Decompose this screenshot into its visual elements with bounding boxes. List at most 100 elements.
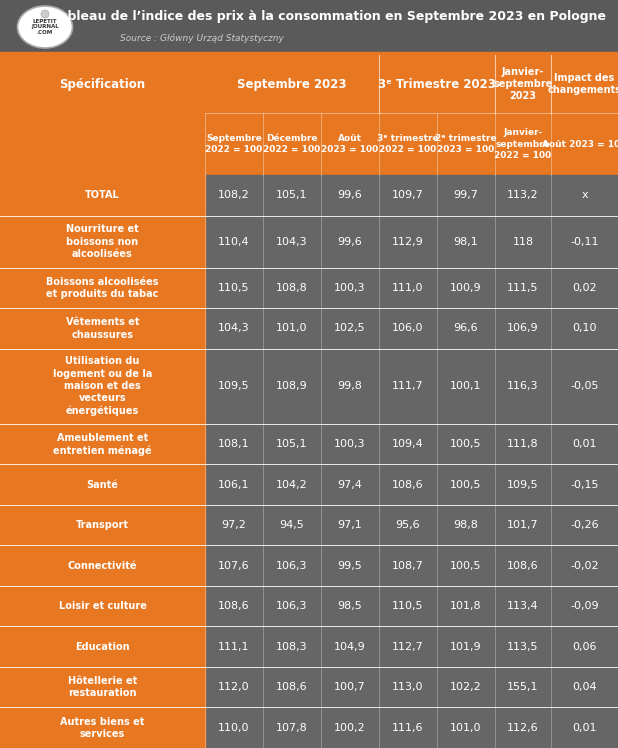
Text: 106,1: 106,1 xyxy=(218,479,250,490)
Text: 108,7: 108,7 xyxy=(392,561,424,571)
Text: 96,6: 96,6 xyxy=(454,323,478,334)
Bar xyxy=(205,349,618,424)
Text: 113,0: 113,0 xyxy=(392,682,424,692)
Text: 104,2: 104,2 xyxy=(276,479,308,490)
Text: 100,2: 100,2 xyxy=(334,723,366,733)
Text: Août
2023 = 100: Août 2023 = 100 xyxy=(321,134,379,154)
Text: 111,8: 111,8 xyxy=(507,439,539,449)
Text: 0,01: 0,01 xyxy=(572,723,597,733)
Text: Autres biens et
services: Autres biens et services xyxy=(61,717,145,739)
Text: -0,11: -0,11 xyxy=(570,236,599,247)
Text: x: x xyxy=(581,190,588,200)
Text: 109,5: 109,5 xyxy=(507,479,539,490)
Text: 101,7: 101,7 xyxy=(507,520,539,530)
Ellipse shape xyxy=(17,6,72,48)
Text: 100,3: 100,3 xyxy=(334,283,366,293)
Text: Décembre
2022 = 100: Décembre 2022 = 100 xyxy=(263,134,321,154)
Text: Janvier-
septembre
2023: Janvier- septembre 2023 xyxy=(493,67,552,102)
Text: Santé: Santé xyxy=(87,479,119,490)
Text: 107,8: 107,8 xyxy=(276,723,308,733)
Text: 106,3: 106,3 xyxy=(276,561,308,571)
Bar xyxy=(0,708,205,748)
Text: 104,3: 104,3 xyxy=(276,236,308,247)
Text: TOTAL: TOTAL xyxy=(85,190,120,200)
Text: 105,1: 105,1 xyxy=(276,190,308,200)
Text: 0,10: 0,10 xyxy=(572,323,597,334)
Text: -0,05: -0,05 xyxy=(570,381,599,391)
Text: 111,7: 111,7 xyxy=(392,381,424,391)
Text: Transport: Transport xyxy=(76,520,129,530)
Text: 155,1: 155,1 xyxy=(507,682,539,692)
Text: 3ᵉ trimestre
2022 = 100: 3ᵉ trimestre 2022 = 100 xyxy=(377,134,439,154)
Text: 0,06: 0,06 xyxy=(572,642,597,652)
Text: Utilisation du
logement ou de la
maison et des
vecteurs
énergétiques: Utilisation du logement ou de la maison … xyxy=(53,356,152,417)
Text: 99,6: 99,6 xyxy=(337,236,362,247)
Text: 98,5: 98,5 xyxy=(337,601,362,611)
Text: Ameublement et
entretien ménagé: Ameublement et entretien ménagé xyxy=(53,432,152,456)
Text: Connectivité: Connectivité xyxy=(68,561,137,571)
Text: 95,6: 95,6 xyxy=(396,520,420,530)
Bar xyxy=(205,268,618,308)
Text: 108,6: 108,6 xyxy=(507,561,539,571)
Text: 97,1: 97,1 xyxy=(337,520,362,530)
Bar xyxy=(0,667,205,708)
Text: 110,5: 110,5 xyxy=(392,601,424,611)
Bar xyxy=(205,215,618,268)
Text: Janvier-
septembre
2022 = 100: Janvier- septembre 2022 = 100 xyxy=(494,129,552,159)
Text: 108,2: 108,2 xyxy=(218,190,250,200)
Bar xyxy=(205,175,618,215)
Text: Nourriture et
boissons non
alcoolisées: Nourriture et boissons non alcoolisées xyxy=(66,224,139,259)
Bar xyxy=(0,349,205,424)
Text: 106,0: 106,0 xyxy=(392,323,424,334)
Text: Education: Education xyxy=(75,642,130,652)
Bar xyxy=(0,215,205,268)
Bar xyxy=(205,627,618,667)
Text: 110,4: 110,4 xyxy=(218,236,250,247)
Bar xyxy=(0,308,205,349)
Text: -0,15: -0,15 xyxy=(570,479,599,490)
Text: 106,9: 106,9 xyxy=(507,323,539,334)
Text: 112,7: 112,7 xyxy=(392,642,424,652)
Text: 108,8: 108,8 xyxy=(276,283,308,293)
Bar xyxy=(0,175,205,215)
Text: 101,0: 101,0 xyxy=(276,323,308,334)
Text: Septembre
2022 = 100: Septembre 2022 = 100 xyxy=(205,134,263,154)
Text: 100,5: 100,5 xyxy=(451,479,482,490)
Bar xyxy=(0,55,618,113)
Text: 99,6: 99,6 xyxy=(337,190,362,200)
Bar xyxy=(0,0,618,55)
Text: 102,5: 102,5 xyxy=(334,323,366,334)
Text: 113,4: 113,4 xyxy=(507,601,539,611)
Text: 0,01: 0,01 xyxy=(572,439,597,449)
Text: Source : Główny Urząd Statystyczny: Source : Główny Urząd Statystyczny xyxy=(120,33,284,43)
Text: 99,8: 99,8 xyxy=(337,381,362,391)
Text: Vêtements et
chaussures: Vêtements et chaussures xyxy=(66,317,139,340)
Text: 109,7: 109,7 xyxy=(392,190,424,200)
Text: 104,9: 104,9 xyxy=(334,642,366,652)
Text: 111,6: 111,6 xyxy=(392,723,424,733)
Text: 107,6: 107,6 xyxy=(218,561,250,571)
Text: 106,3: 106,3 xyxy=(276,601,308,611)
Bar xyxy=(205,308,618,349)
Text: Septembre 2023: Septembre 2023 xyxy=(237,78,347,91)
Bar xyxy=(205,667,618,708)
Bar xyxy=(0,52,618,55)
Text: -0,09: -0,09 xyxy=(570,601,599,611)
Text: 100,5: 100,5 xyxy=(451,439,482,449)
Text: 108,9: 108,9 xyxy=(276,381,308,391)
Text: 104,3: 104,3 xyxy=(218,323,250,334)
Text: 100,3: 100,3 xyxy=(334,439,366,449)
Bar xyxy=(205,465,618,505)
Bar xyxy=(205,545,618,586)
Text: 3ᵉ Trimestre 2023: 3ᵉ Trimestre 2023 xyxy=(378,78,496,91)
Text: Impact des
changements: Impact des changements xyxy=(548,73,618,95)
Text: 113,5: 113,5 xyxy=(507,642,539,652)
Text: .COM: .COM xyxy=(37,29,53,34)
Text: Spécification: Spécification xyxy=(59,78,146,91)
Text: -0,02: -0,02 xyxy=(570,561,599,571)
Text: 108,6: 108,6 xyxy=(276,682,308,692)
Text: 105,1: 105,1 xyxy=(276,439,308,449)
Text: 98,8: 98,8 xyxy=(454,520,478,530)
Bar xyxy=(0,586,205,627)
Text: 2ᵉ trimestre
2023 = 100: 2ᵉ trimestre 2023 = 100 xyxy=(435,134,497,154)
